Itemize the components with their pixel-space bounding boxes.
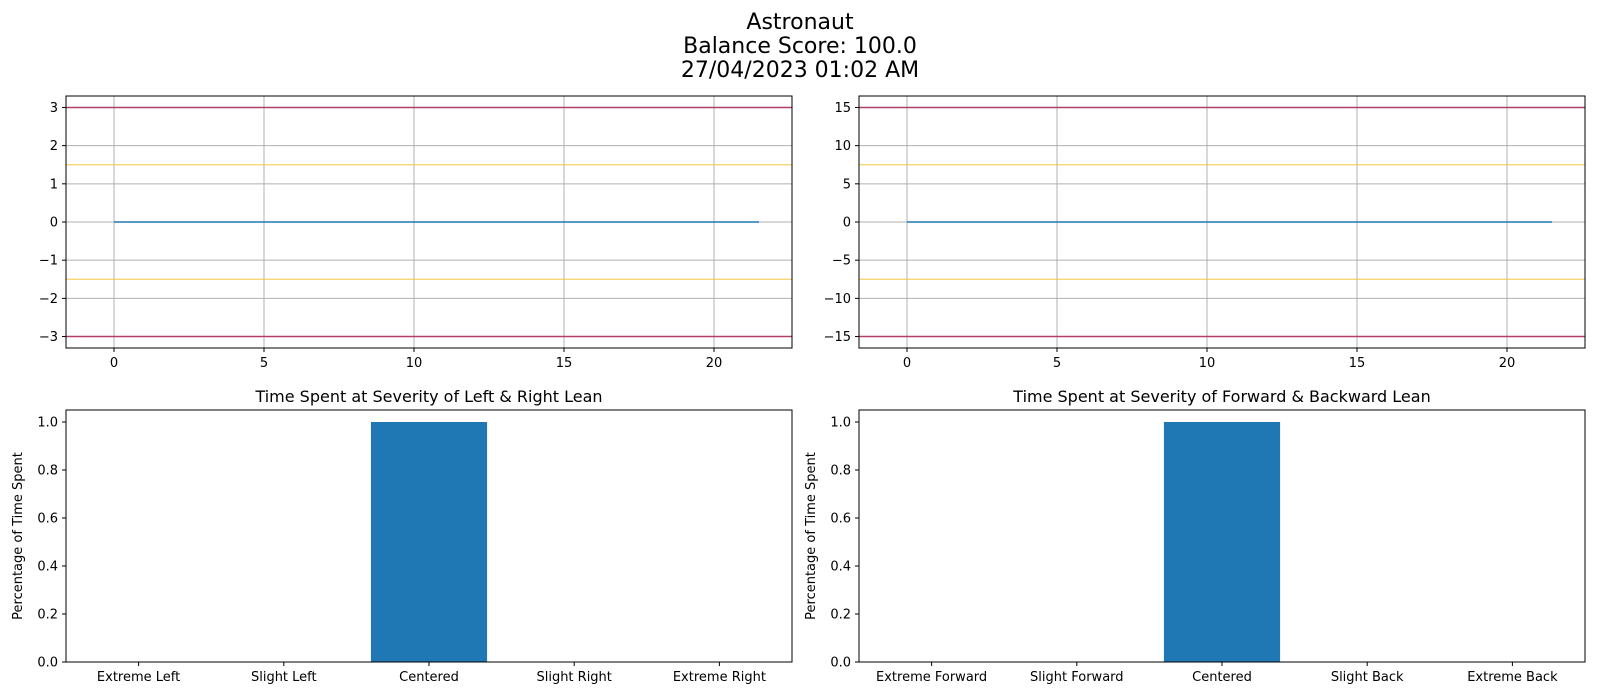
y-tick-label: 0: [50, 216, 58, 231]
y-tick-label: 1: [50, 177, 58, 192]
bar: [1163, 422, 1281, 662]
figure-title-line-2: Balance Score: 100.0: [683, 34, 917, 59]
y-tick-label: 0.0: [830, 656, 851, 671]
left-right-lean-bar-chart: Extreme Left Slight Left Centered Slight Ri…: [11, 387, 793, 685]
forward-backward-lean-line-plot: 0 5 10 15 20 −15 −10 −5 0 5 10 15: [824, 95, 1586, 371]
y-tick-label: −2: [39, 292, 58, 307]
x-tick-label: 0: [903, 356, 911, 371]
left-right-lean-line-plot: 0 5 10 15 20 −3 −2 −1 0 1 2 3: [39, 95, 793, 371]
y-tick-label: 0.4: [37, 560, 58, 575]
x-tick-label: 10: [406, 356, 423, 371]
y-tick-label: 0.6: [37, 512, 58, 527]
forward-backward-lean-bar-chart: Extreme Forward Slight Forward Centered Sli…: [804, 387, 1586, 685]
y-tick-label: 5: [843, 177, 851, 192]
x-tick-label: 20: [706, 356, 723, 371]
y-tick-label: 0.2: [37, 608, 58, 623]
category-label: Extreme Left: [97, 670, 180, 685]
y-tick-label: 0.2: [830, 608, 851, 623]
x-tick-label: 15: [1349, 356, 1366, 371]
y-tick-label: 10: [834, 139, 851, 154]
y-tick-label: 0.4: [830, 560, 851, 575]
y-tick-label: 2: [50, 139, 58, 154]
category-label: Extreme Right: [673, 670, 766, 685]
axes-title: Time Spent at Severity of Left & Right L…: [254, 387, 602, 406]
y-axis-label: Percentage of Time Spent: [11, 452, 26, 620]
y-tick-label: 0.0: [37, 656, 58, 671]
y-tick-label: 0: [843, 216, 851, 231]
axes-frame: [858, 95, 1586, 349]
figure-title-line-3: 27/04/2023 01:02 AM: [681, 58, 919, 83]
category-label: Extreme Back: [1467, 670, 1558, 685]
axes-title: Time Spent at Severity of Forward & Back…: [1012, 387, 1430, 406]
y-tick-label: 3: [50, 101, 58, 116]
axes-frame: [858, 409, 1586, 663]
y-tick-label: −10: [824, 292, 851, 307]
y-tick-label: 0.6: [830, 512, 851, 527]
category-label: Slight Right: [536, 670, 611, 685]
category-label: Extreme Forward: [876, 670, 987, 685]
x-tick-label: 20: [1499, 356, 1516, 371]
y-tick-label: −1: [39, 254, 58, 269]
category-label: Slight Left: [251, 670, 317, 685]
x-tick-label: 15: [556, 356, 573, 371]
x-tick-label: 5: [1053, 356, 1061, 371]
y-tick-label: 15: [834, 101, 851, 116]
bar: [370, 422, 488, 662]
y-tick-label: −15: [824, 330, 851, 345]
category-label: Slight Forward: [1030, 670, 1123, 685]
x-tick-label: 10: [1199, 356, 1216, 371]
y-tick-label: 1.0: [37, 416, 58, 431]
y-tick-label: −3: [39, 330, 58, 345]
y-tick-label: 0.8: [37, 464, 58, 479]
x-tick-label: 0: [110, 356, 118, 371]
x-tick-label: 5: [260, 356, 268, 371]
category-label: Centered: [399, 670, 459, 685]
category-label: Slight Back: [1331, 670, 1404, 685]
category-label: Centered: [1192, 670, 1252, 685]
y-axis-label: Percentage of Time Spent: [804, 452, 819, 620]
y-tick-label: 0.8: [830, 464, 851, 479]
axes-frame: [65, 409, 793, 663]
y-tick-label: 1.0: [830, 416, 851, 431]
y-tick-label: −5: [832, 254, 851, 269]
axes-frame: [65, 95, 793, 349]
figure-title-line-1: Astronaut: [746, 10, 854, 35]
